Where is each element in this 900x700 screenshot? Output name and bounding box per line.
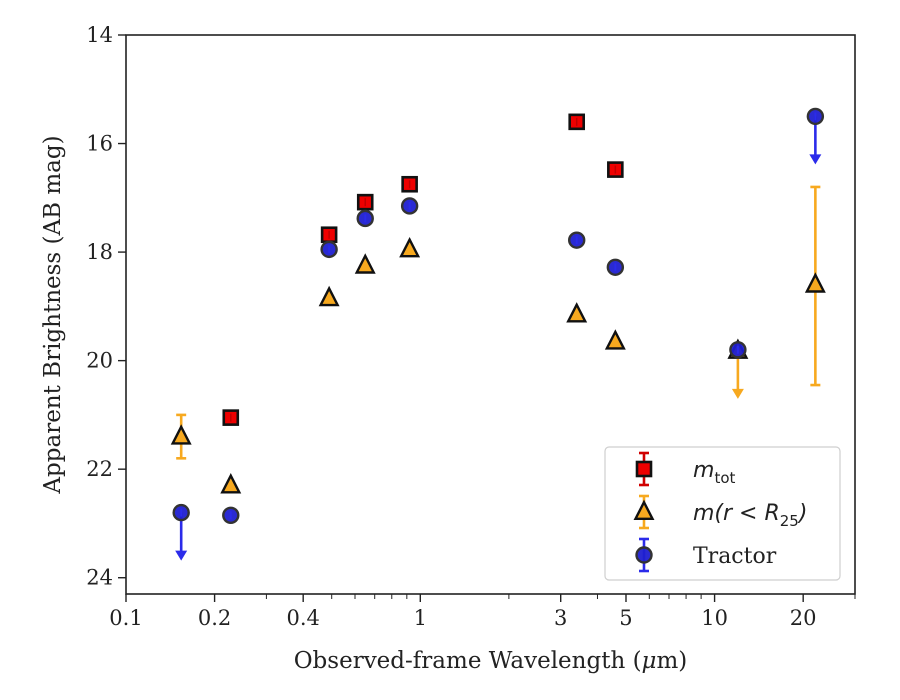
legend: mtot m(r < R25) Tractor — [604, 446, 841, 581]
x-minor-ticks — [265, 594, 856, 599]
y-tick-label: 22 — [86, 457, 113, 481]
triangle-point — [220, 473, 242, 494]
triangle-point — [604, 329, 626, 350]
x-tick-label: 0.2 — [198, 606, 231, 630]
legend-box — [604, 446, 841, 581]
legend-label: mtot — [693, 458, 735, 487]
series-circle — [172, 107, 825, 561]
triangle-point — [354, 253, 376, 274]
legend-entry: Tractor — [635, 537, 777, 573]
data-points — [170, 107, 826, 561]
legend-triangle-marker — [633, 499, 655, 521]
triangle-point — [170, 424, 192, 445]
upper-limit-arrow-head — [731, 388, 744, 399]
y-tick-label: 18 — [86, 240, 113, 264]
x-tick-label: 3 — [554, 606, 567, 630]
series-square — [222, 113, 624, 426]
x-axis-label: Observed-frame Wavelength (μm) — [294, 648, 688, 674]
legend-label: Tractor — [693, 544, 777, 569]
legend-square-marker — [635, 460, 653, 478]
x-axis-ticks: 0.1 0.2 0.4 1 3 5 10 20 — [109, 594, 817, 630]
triangle-point — [399, 236, 421, 258]
y-tick-label: 14 — [86, 23, 113, 47]
x-tick-label: 20 — [790, 606, 817, 630]
plot-frame — [125, 34, 856, 595]
x-tick-label: 5 — [619, 606, 632, 630]
upper-limit-arrow-head — [175, 550, 188, 561]
y-axis-label: Apparent Brightness (AB mag) — [40, 135, 66, 494]
legend-circle-marker — [635, 546, 653, 564]
x-tick-label: 0.1 — [109, 606, 142, 630]
legend-entry: mtot — [635, 451, 735, 487]
triangle-point — [566, 302, 588, 323]
x-tick-label: 1 — [414, 606, 427, 630]
y-tick-label: 20 — [86, 349, 113, 373]
x-tick-label: 10 — [701, 606, 728, 630]
y-axis-ticks: 14 16 18 20 22 24 — [86, 23, 126, 590]
upper-limit-arrow-head — [809, 154, 822, 165]
triangle-point — [804, 272, 826, 293]
triangle-point — [318, 285, 340, 307]
y-tick-label: 16 — [86, 132, 113, 156]
legend-entry: m(r < R25) — [633, 494, 807, 530]
x-tick-label: 0.4 — [286, 606, 319, 630]
legend-label: m(r < R25) — [693, 501, 807, 530]
y-tick-label: 24 — [86, 566, 113, 590]
